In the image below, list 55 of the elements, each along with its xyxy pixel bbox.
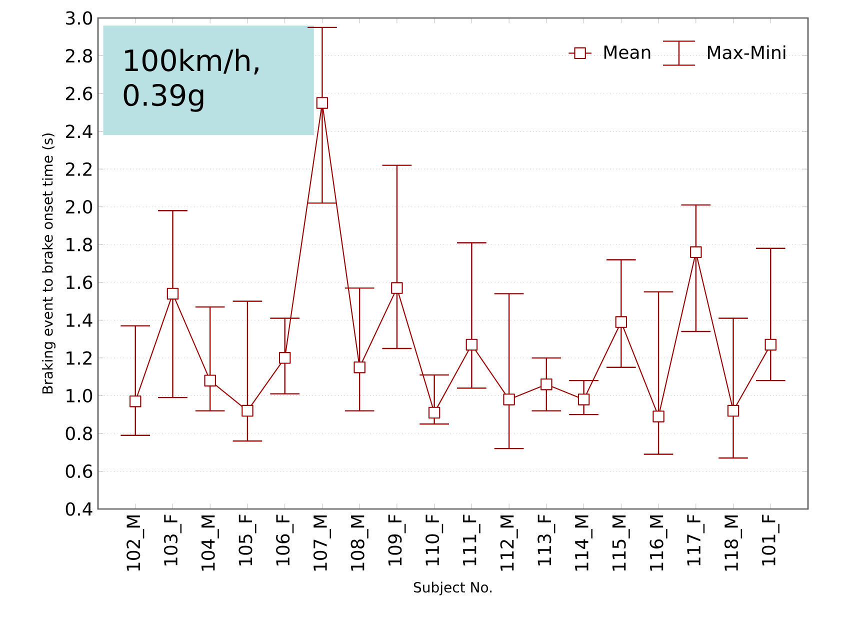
point [764,338,777,351]
point [428,406,440,419]
x-tick-label: 102_M [126,515,144,571]
point [316,97,328,109]
y-tick-label: 1.4 [66,314,92,327]
x-tick-label: 106_F [276,514,294,566]
y-tick-label: 3.0 [66,11,92,25]
y-axis-title: Braking event to brake onset time (s) [42,133,56,394]
x-tick-label: 112_M [500,515,518,571]
point [540,378,552,390]
y-tick-label: 2.4 [66,124,92,138]
y-tick-label: 2.0 [66,200,92,214]
point [503,394,515,406]
x-tick-label: 108_M [350,515,368,571]
x-tick-label: 113_F [538,514,556,566]
y-tick-label: 1.8 [66,238,92,252]
annotation: Max-Mini [708,45,786,60]
point [727,404,740,417]
y-tick-label: 1.0 [66,388,92,402]
y-tick-label: 2.8 [66,48,92,63]
legend-label: Mean [604,46,650,59]
y-tick-label: 1.2 [66,351,92,365]
annotation: 100km/h, 0.39g [124,48,258,112]
y-tick-label: 1.6 [66,276,92,290]
point [354,361,366,374]
point [466,338,478,351]
x-axis-title: Subject No. [414,582,492,596]
x-tick-label: 101_F [762,514,780,566]
point [391,282,403,294]
y-tick-label: 0.6 [66,464,92,478]
point [615,316,628,328]
x-tick-label: 111_F [462,514,480,566]
x-tick-label: 109_F [388,514,406,566]
point [690,246,702,258]
x-tick-label: 103_F [164,514,182,566]
point [204,374,216,386]
y-tick-label: 2.2 [66,162,92,176]
x-tick-label: 118_M [724,515,742,571]
x-tick-label: 110_F [426,514,444,566]
point [242,404,254,417]
y-tick-label: 2.6 [66,86,92,100]
x-tick-label: 107_M [313,515,332,571]
point [578,394,590,406]
point [652,410,664,422]
x-tick-label: 116_M [650,515,668,571]
x-tick-label: 115_M [612,515,630,571]
x-tick-label: 105_F [238,514,256,566]
point [278,352,291,364]
x-tick-label: 114_M [575,515,592,571]
point [166,288,179,300]
y-tick-label: 0.4 [66,502,92,516]
y-tick-label: 0.8 [66,426,92,440]
point [130,395,142,408]
x-tick-label: 104_M [201,515,219,571]
x-tick-label: 117_F [687,514,705,566]
